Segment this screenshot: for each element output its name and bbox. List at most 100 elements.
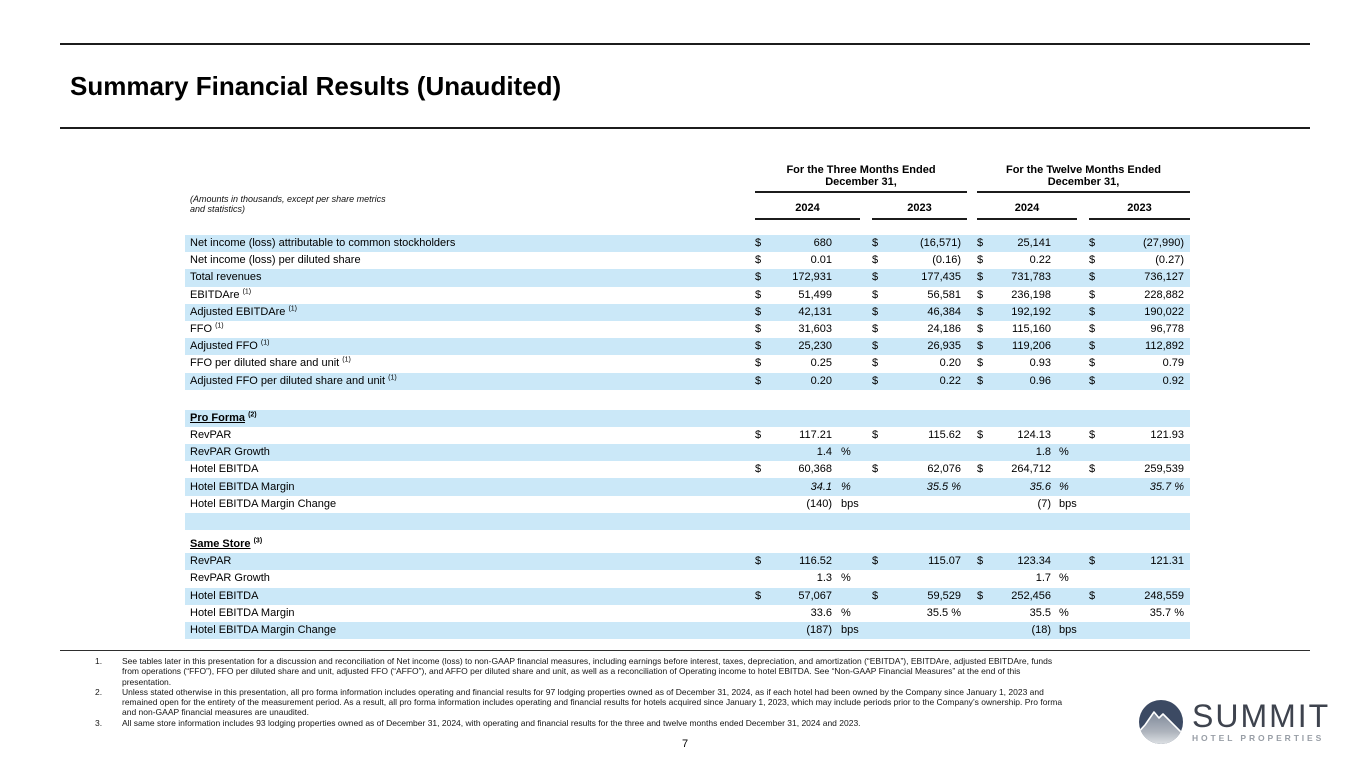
footnote: 1. See tables later in this presentation … [95,656,1075,687]
table-row: Hotel EBITDA $60,368 $62,076 $264,712 $259,5… [185,461,1190,478]
cell-12mo-2023: 35.7 % [1149,606,1184,619]
table-row: RevPAR Growth 1.4% 1.8% [185,444,1190,462]
row-label: EBITDAre (1) [190,288,252,301]
summit-logo: SUMMIT HOTEL PROPERTIES [1138,699,1330,745]
cell-3mo-2024: $25,230 [755,340,832,353]
row-label: Adjusted FFO (1) [190,339,270,353]
row-label: RevPAR [190,428,232,441]
year-header-12mo-2024: 2024 [977,199,1077,220]
table-header: (Amounts in thousands, except per share … [185,160,1190,235]
header-group-title: For the Twelve Months Ended December 31, [977,164,1190,193]
row-label: FFO per diluted share and unit (1) [190,356,351,370]
table-row: Adjusted FFO per diluted share and unit … [185,372,1190,390]
row-label: RevPAR Growth [190,446,270,459]
table-spacer [185,390,1190,410]
cell-3mo-2023: 35.5 % [926,606,961,619]
logo-name: SUMMIT [1192,698,1331,734]
mountain-circle-icon [1139,700,1183,744]
header-group-three-months: For the Three Months Ended December 31, … [755,164,967,220]
cell-3mo-2023: $ (0.16) [872,254,961,267]
row-label: Same Store (3) [190,537,263,551]
amounts-note: (Amounts in thousands, except per share … [190,194,386,215]
table-row: Net income (loss) per diluted share $0.01… [185,252,1190,269]
table-row: Net income (loss) attributable to common… [185,235,1190,253]
cell-3mo-2023 [872,622,967,639]
cell-12mo-2023 [1089,622,1190,639]
cell-12mo-2024: $236,198 [977,288,1051,301]
cell-12mo-2023: $96,778 [1089,323,1184,336]
row-label: RevPAR Growth [190,572,270,585]
table-row: Hotel EBITDA $57,067 $59,529 $252,456 $248,5… [185,587,1190,605]
cell-12mo-2024: $115,160 [977,323,1051,336]
cell-12mo-2024: $252,456 [977,589,1051,602]
row-label: Hotel EBITDA [190,463,259,476]
cell-12mo-2024: (18) bps [1031,624,1077,637]
row-label: Pro Forma (2) [190,411,257,424]
cell-12mo-2023 [1089,496,1190,513]
cell-12mo-2023: $0.92 [1089,374,1184,387]
cell-3mo-2023: $46,384 [872,305,961,318]
logo-subtitle: HOTEL PROPERTIES [1192,733,1325,743]
cell-3mo-2023: $0.20 [872,357,961,370]
footnote-text: Unless stated otherwise in this presenta… [122,686,1063,718]
cell-12mo-2023: $121.93 [1089,428,1184,441]
cell-3mo-2023: $24,186 [872,323,961,336]
year-header-12mo-2023: 2023 [1089,199,1190,220]
row-label: Net income (loss) per diluted share [190,254,361,267]
cell-12mo-2024: $0.22 [977,254,1051,267]
cell-3mo-2024: $680 [755,237,832,250]
cell-3mo-2023: $56,581 [872,288,961,301]
table-row: Hotel EBITDA Margin 34.1% 35.5 % 35.6% 35.7 … [185,478,1190,496]
cell-3mo-2024: 34.1% [810,480,851,493]
cell-12mo-2024: $0.93 [977,357,1051,370]
cell-3mo-2024: $42,131 [755,305,832,318]
year-header-3mo-2024: 2024 [755,199,860,220]
table-row: RevPAR $117.21 $115.62 $124.13 $121.93 [185,427,1190,444]
page-number: 7 [681,738,689,750]
table-row: Hotel EBITDA Margin 33.6% 35.5 % 35.5% 35.7 … [185,605,1190,622]
row-label: Adjusted FFO per diluted share and unit … [190,373,397,387]
footnotes: 1. See tables later in this presentation … [95,656,1075,728]
cell-3mo-2023 [872,444,967,461]
cell-12mo-2023: $0.79 [1089,357,1184,370]
cell-3mo-2023: $59,529 [872,589,961,602]
table-rows: Net income (loss) attributable to common… [185,235,1190,640]
row-label: Hotel EBITDA [190,589,259,602]
cell-12mo-2023: 35.7 % [1149,480,1184,493]
cell-3mo-2023: $177,435 [872,271,961,284]
cell-12mo-2024: $192,192 [977,305,1051,318]
cell-12mo-2023: $190,022 [1089,305,1184,318]
table-row: RevPAR $116.52 $115.07 $123.34 $121.31 [185,553,1190,571]
cell-3mo-2024: $116.52 [755,555,832,568]
header-group-title: For the Three Months Ended December 31, [755,164,967,193]
cell-12mo-2024: (7) bps [1037,497,1077,510]
table-row: FFO (1) $31,603 $24,186 $115,160 $96,778 [185,321,1190,338]
table-row: Adjusted FFO (1) $25,230 $26,935 $119,206 $1… [185,338,1190,356]
footnote: 3. All same store information includes 93… [95,718,1075,728]
cell-3mo-2024: 1.4% [816,446,851,459]
cell-3mo-2023: 35.5 % [926,480,961,493]
page-title: Summary Financial Results (Unaudited) [70,71,562,101]
cell-3mo-2024: $60,368 [755,463,832,476]
cell-3mo-2024: $117.21 [755,428,832,441]
table-row: Hotel EBITDA Margin Change (140) bps (7) bps [185,496,1190,513]
cell-3mo-2023: $0.22 [872,374,961,387]
cell-12mo-2024: 1.7% [1035,572,1069,585]
row-label: Hotel EBITDA Margin Change [190,497,337,510]
cell-3mo-2024: $0.25 [755,357,832,370]
row-label: Total revenues [190,271,262,284]
table-row: FFO per diluted share and unit (1) $0.25 $… [185,355,1190,372]
cell-3mo-2024: (187) bps [806,624,859,637]
cell-12mo-2024: $25,141 [977,237,1051,250]
cell-12mo-2024: 35.6% [1029,480,1069,493]
table-row: EBITDAre (1) $51,499 $56,581 $236,198 $228,8… [185,287,1190,304]
cell-12mo-2023: $228,882 [1089,288,1184,301]
cell-12mo-2024: 35.5% [1029,606,1069,619]
cell-12mo-2023: $112,892 [1089,340,1184,353]
table-row: RevPAR Growth 1.3% 1.7% [185,570,1190,587]
footnote-number: 2. [95,686,103,697]
table-section-row: Same Store (3) [185,536,1190,553]
cell-3mo-2024: (140) bps [806,497,859,510]
table-row: Hotel EBITDA Margin Change (187) bps (18) bp… [185,621,1190,640]
cell-12mo-2023: $736,127 [1089,271,1184,284]
